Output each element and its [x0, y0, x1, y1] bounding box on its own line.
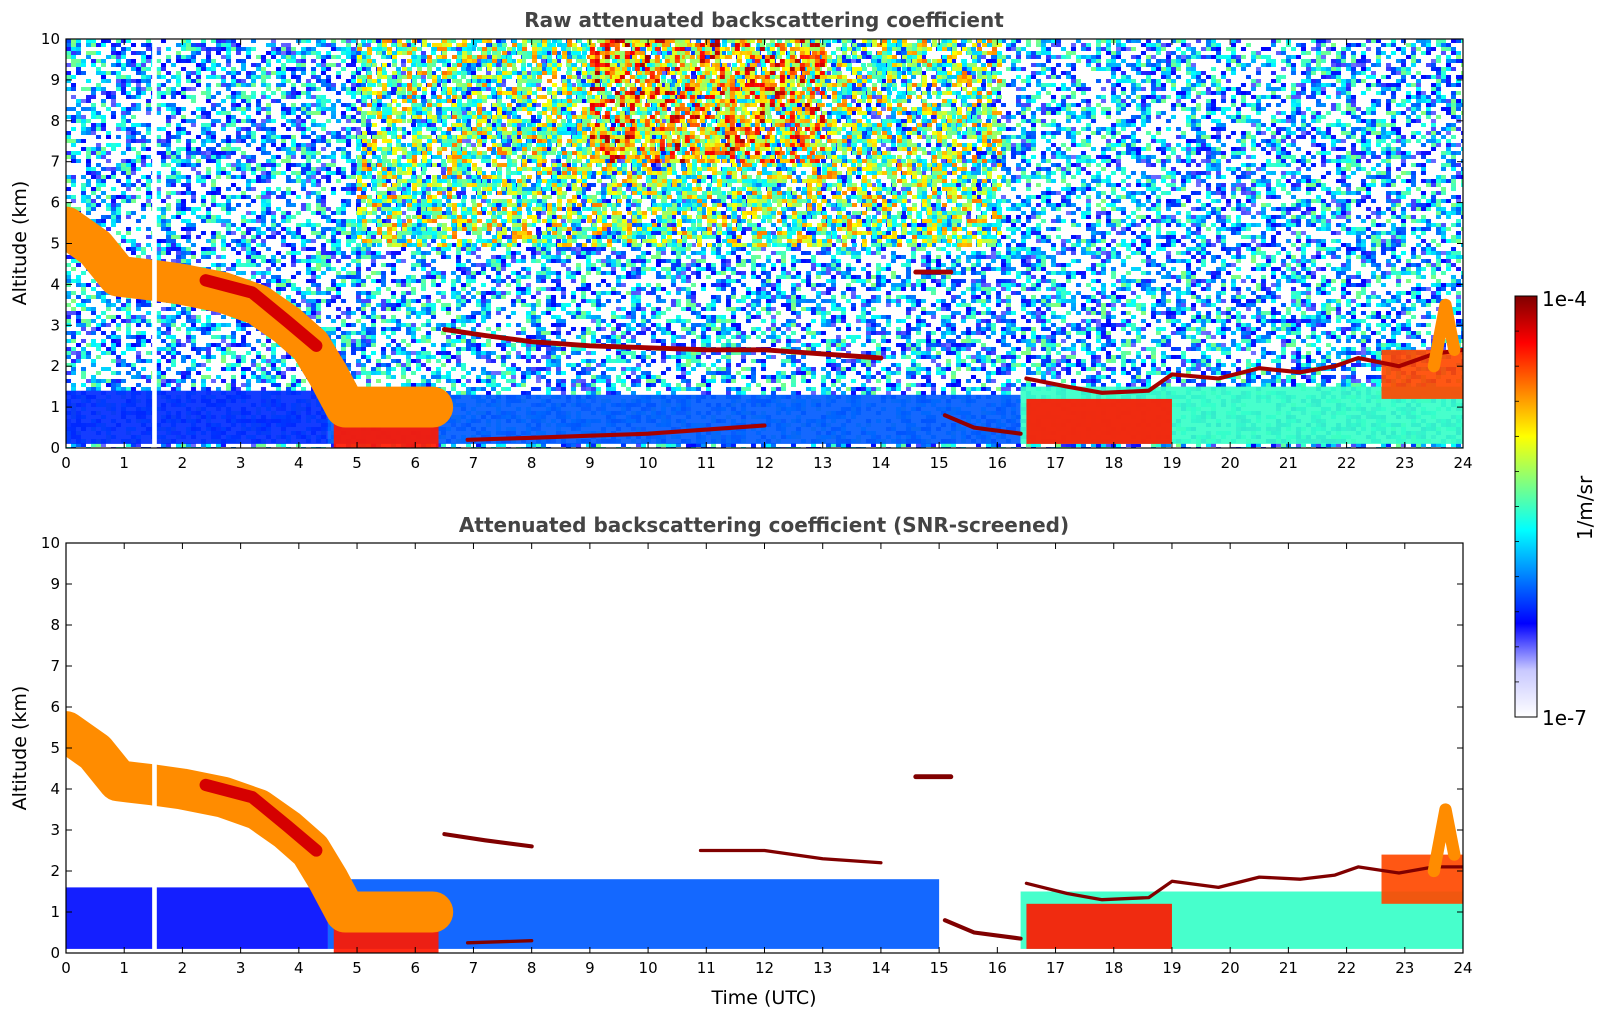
raw-ytick-label: 10	[41, 30, 60, 48]
screened-ytick-label: 2	[50, 862, 60, 880]
raw-xtick-label: 2	[178, 454, 188, 472]
raw-xtick-label: 7	[469, 454, 479, 472]
raw-xtick-label: 3	[236, 454, 246, 472]
raw-xtick-label: 6	[410, 454, 420, 472]
raw-xtick-label: 19	[1162, 454, 1181, 472]
screened-xtick-label: 22	[1337, 959, 1356, 977]
screened-ytick-label: 6	[50, 698, 60, 716]
screened-xtick-label: 24	[1453, 959, 1472, 977]
raw-ytick-label: 0	[50, 439, 60, 457]
screened-xtick-label: 16	[988, 959, 1007, 977]
panel-screened: Attenuated backscattering coefficient (S…	[9, 513, 1473, 1009]
screened-xtick-label: 10	[639, 959, 658, 977]
screened-cloud-layer-5	[468, 941, 532, 943]
panel-raw-ylabel: Altitude (km)	[9, 181, 31, 306]
screened-ytick-label: 7	[50, 657, 60, 675]
screened-ytick-label: 0	[50, 944, 60, 962]
raw-xtick-label: 14	[871, 454, 890, 472]
colorbar: 1e-4 1e-7 1/m/sr	[1515, 287, 1597, 730]
screened-missing-data-gap-0	[152, 543, 157, 953]
screened-xtick-label: 21	[1279, 959, 1298, 977]
screened-xtick-label: 15	[930, 959, 949, 977]
screened-xtick-label: 14	[871, 959, 890, 977]
screened-xtick-label: 4	[294, 959, 304, 977]
screened-backscatter-band-0	[66, 887, 328, 949]
screened-backscatter-band-4	[1026, 904, 1172, 949]
raw-xtick-label: 22	[1337, 454, 1356, 472]
raw-xtick-label: 12	[755, 454, 774, 472]
raw-xtick-label: 9	[585, 454, 595, 472]
screened-backscatter-band-5	[1382, 855, 1463, 904]
screened-xtick-label: 17	[1046, 959, 1065, 977]
colorbar-min-label: 1e-7	[1542, 706, 1587, 730]
panel-screened-title: Attenuated backscattering coefficient (S…	[459, 513, 1069, 537]
screened-xtick-label: 20	[1221, 959, 1240, 977]
raw-xtick-label: 11	[697, 454, 716, 472]
raw-ytick-label: 8	[50, 112, 60, 130]
screened-xtick-label: 8	[527, 959, 537, 977]
raw-xtick-label: 18	[1104, 454, 1123, 472]
screened-xtick-label: 7	[469, 959, 479, 977]
raw-ytick-label: 7	[50, 153, 60, 171]
raw-xtick-label: 15	[930, 454, 949, 472]
raw-xtick-label: 23	[1395, 454, 1414, 472]
screened-xtick-label: 13	[813, 959, 832, 977]
raw-xtick-label: 10	[639, 454, 658, 472]
panel-screened-ylabel: Altitude (km)	[9, 686, 31, 811]
screened-xtick-label: 19	[1162, 959, 1181, 977]
raw-xtick-label: 8	[527, 454, 537, 472]
screened-xtick-label: 18	[1104, 959, 1123, 977]
raw-ytick-label: 9	[50, 71, 60, 89]
screened-xtick-label: 5	[352, 959, 362, 977]
raw-xtick-label: 24	[1453, 454, 1472, 472]
raw-ytick-label: 3	[50, 316, 60, 334]
panel-screened-xlabel: Time (UTC)	[710, 987, 816, 1009]
raw-ytick-label: 2	[50, 357, 60, 375]
raw-ytick-label: 6	[50, 194, 60, 212]
screened-xtick-label: 6	[410, 959, 420, 977]
raw-xtick-label: 16	[988, 454, 1007, 472]
colorbar-unit-label: 1/m/sr	[1573, 475, 1597, 540]
screened-xtick-label: 9	[585, 959, 595, 977]
screened-xtick-label: 12	[755, 959, 774, 977]
screened-ytick-label: 10	[41, 534, 60, 552]
screened-ytick-label: 4	[50, 780, 60, 798]
screened-ytick-label: 1	[50, 903, 60, 921]
raw-xtick-label: 21	[1279, 454, 1298, 472]
raw-backscatter-band-7	[1026, 399, 1172, 444]
screened-ytick-label: 3	[50, 821, 60, 839]
raw-ytick-label: 5	[50, 235, 60, 253]
raw-xtick-label: 20	[1221, 454, 1240, 472]
raw-xtick-label: 1	[119, 454, 129, 472]
panel-raw: Raw attenuated backscattering coefficien…	[9, 8, 1473, 472]
raw-xtick-label: 5	[352, 454, 362, 472]
panel-raw-title: Raw attenuated backscattering coefficien…	[524, 8, 1004, 32]
raw-xtick-label: 17	[1046, 454, 1065, 472]
screened-ytick-label: 9	[50, 575, 60, 593]
raw-xtick-label: 13	[813, 454, 832, 472]
raw-xtick-label: 0	[61, 454, 71, 472]
screened-xtick-label: 2	[178, 959, 188, 977]
screened-ytick-label: 8	[50, 616, 60, 634]
raw-backscatter-band-3	[66, 391, 328, 444]
screened-xtick-label: 11	[697, 959, 716, 977]
raw-xtick-label: 4	[294, 454, 304, 472]
raw-ytick-label: 1	[50, 398, 60, 416]
screened-xtick-label: 0	[61, 959, 71, 977]
raw-missing-data-gap-0	[152, 39, 157, 448]
colorbar-max-label: 1e-4	[1542, 287, 1587, 311]
screened-xtick-label: 1	[119, 959, 129, 977]
screened-xtick-label: 3	[236, 959, 246, 977]
screened-ytick-label: 5	[50, 739, 60, 757]
raw-ytick-label: 4	[50, 275, 60, 293]
screened-xtick-label: 23	[1395, 959, 1414, 977]
